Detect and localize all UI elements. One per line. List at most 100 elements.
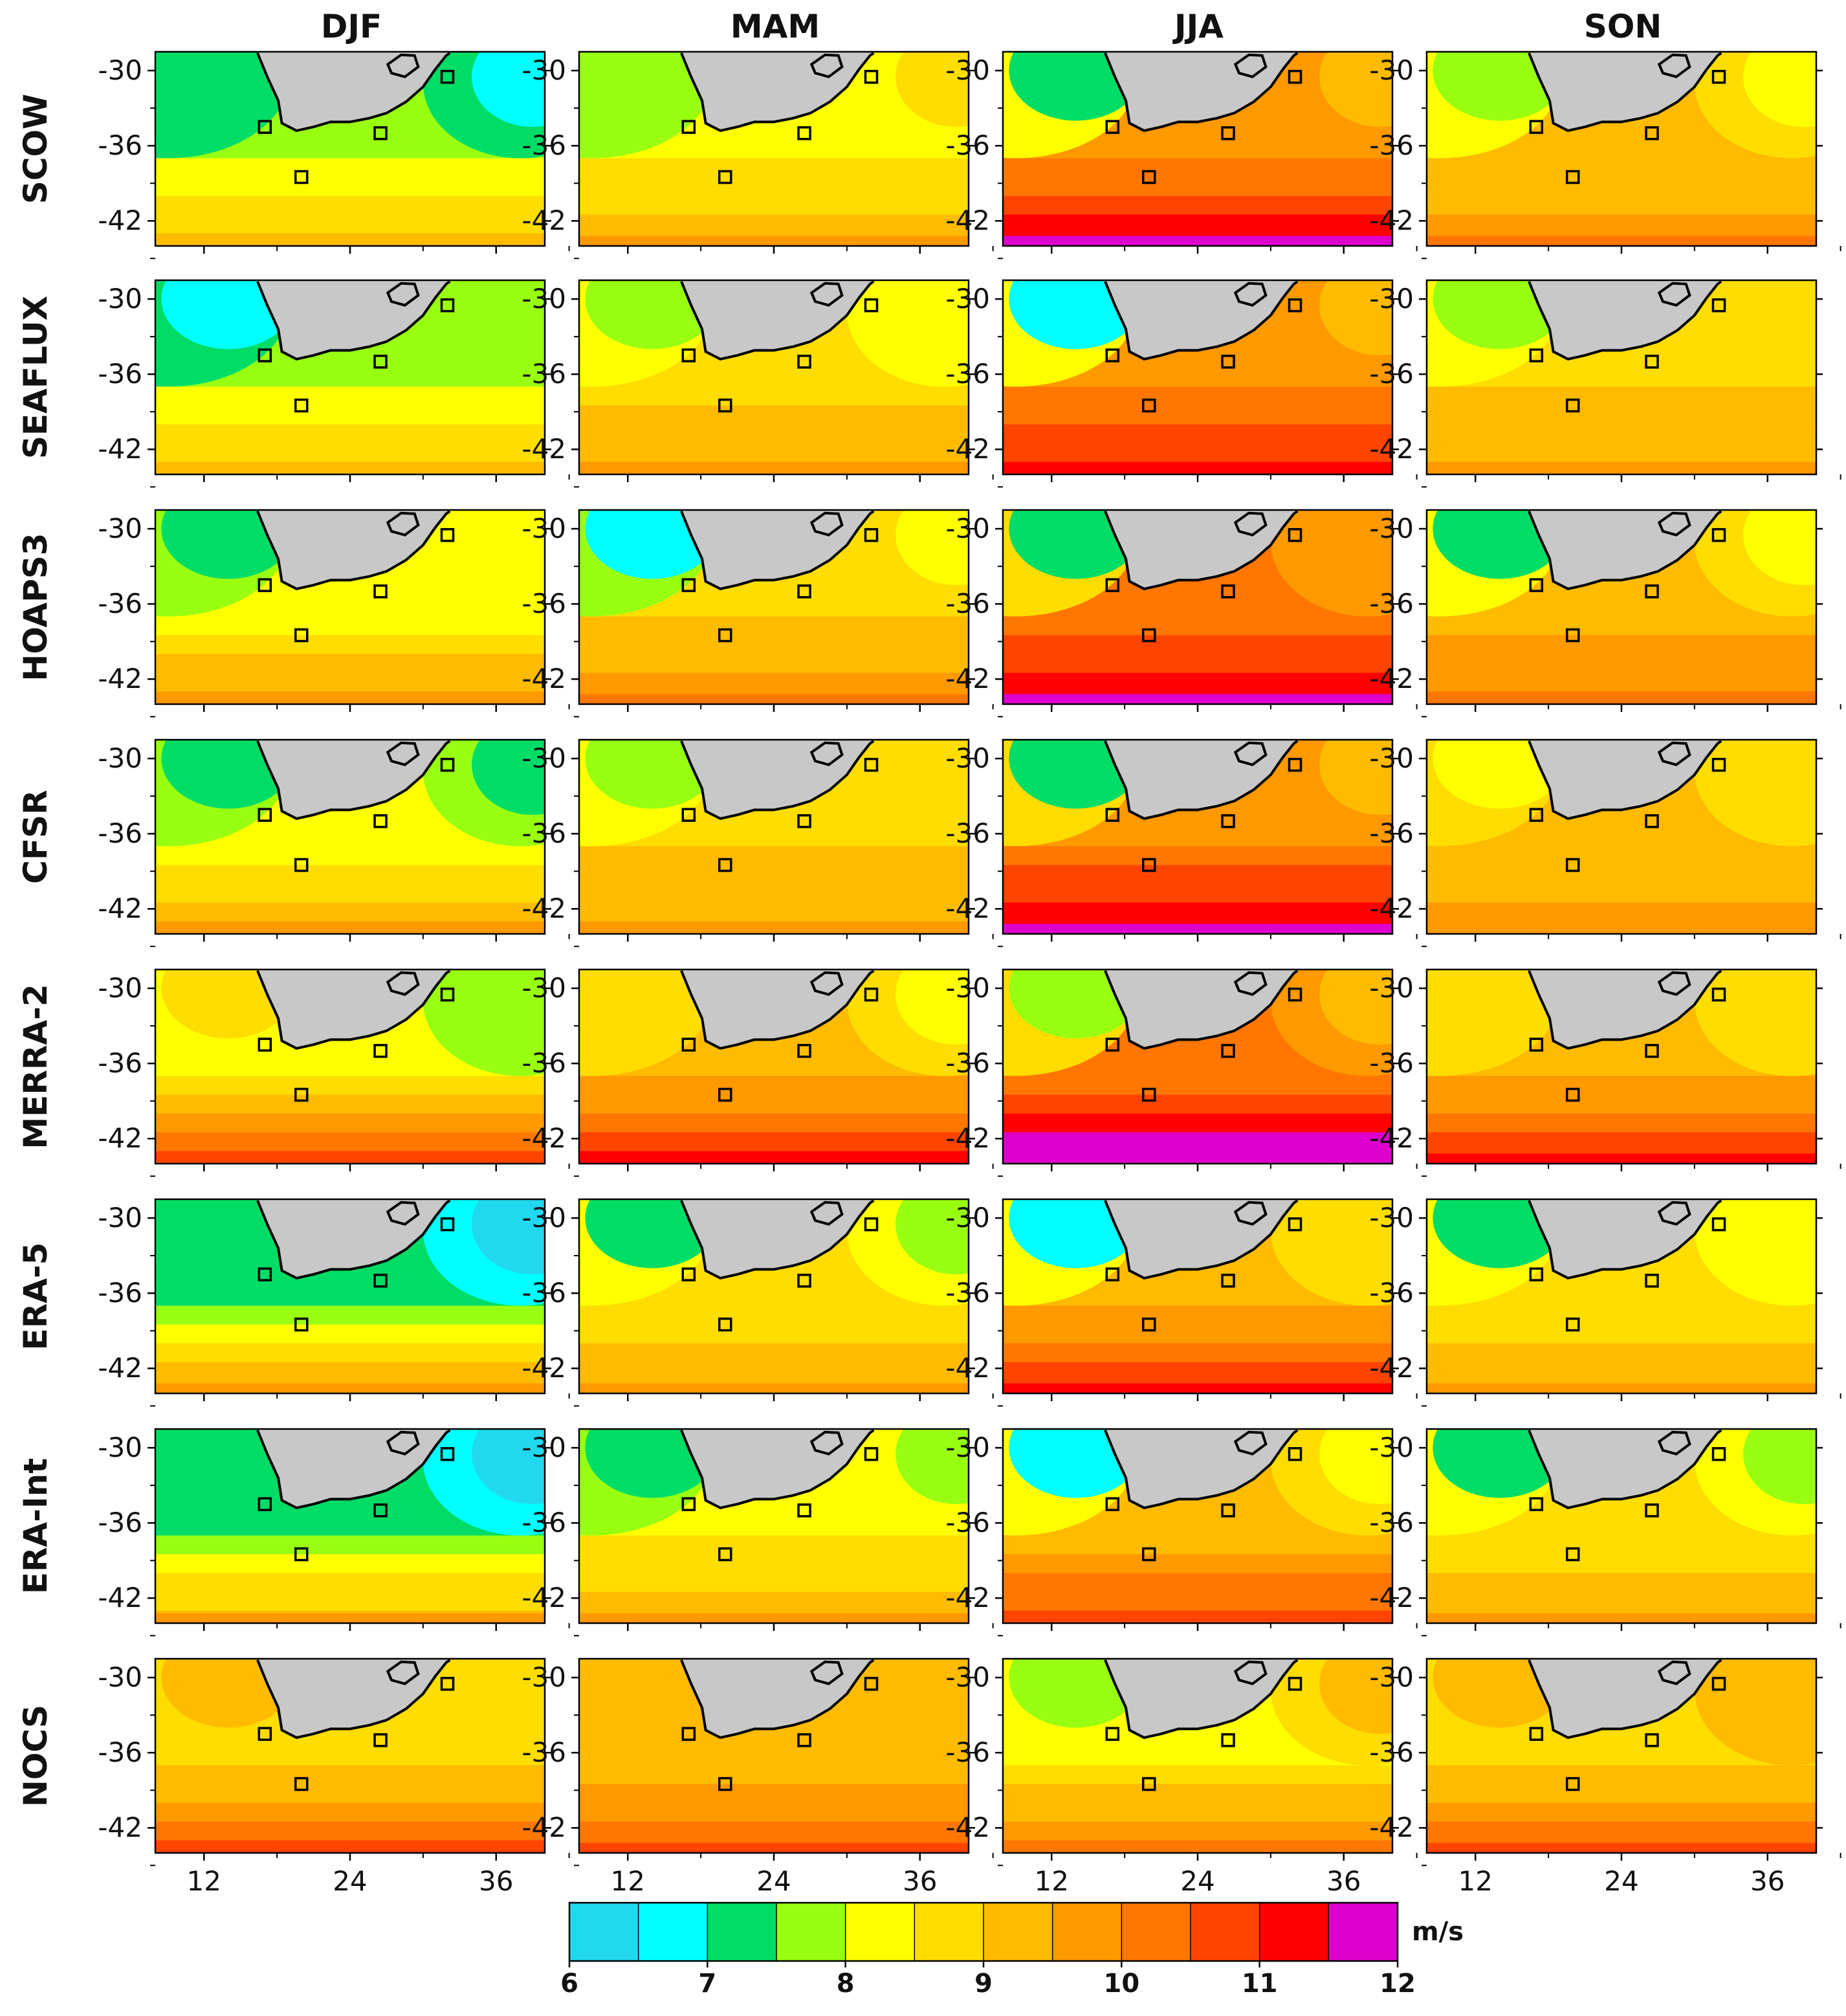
y-tick-label: -42	[1369, 1811, 1414, 1844]
y-tick-label: -36	[522, 1047, 566, 1080]
field-band-east	[1743, 52, 1816, 127]
field-band-far-south	[1003, 1383, 1392, 1393]
site-marker	[1566, 1777, 1580, 1791]
field-band-far-south	[579, 924, 969, 934]
lesotho-outline	[1657, 1201, 1691, 1226]
coastline	[256, 52, 451, 133]
site-marker	[1529, 1727, 1544, 1741]
site-marker	[258, 1497, 272, 1511]
y-tick-label: -30	[945, 1202, 990, 1234]
y-tick-label: -42	[945, 1122, 990, 1155]
y-tick-label: -36	[945, 129, 990, 162]
site-marker	[797, 1503, 811, 1518]
y-tick-label: -30	[945, 513, 990, 545]
field-band-far-south	[155, 924, 545, 934]
land-mask	[1529, 52, 1722, 131]
y-tick-label: -30	[522, 1432, 566, 1464]
land-mask	[1105, 1659, 1298, 1738]
field-band-west	[1009, 52, 1143, 121]
lesotho-outline	[1233, 1660, 1268, 1685]
panel-hoaps3-jja	[995, 509, 1418, 718]
site-marker	[1566, 1547, 1580, 1562]
y-tick-label: -30	[1369, 283, 1414, 315]
y-tick-label: -42	[98, 1352, 142, 1384]
site-marker	[1142, 1777, 1156, 1791]
field-band-far-south	[579, 464, 969, 474]
lesotho-outline	[1657, 1430, 1691, 1456]
site-marker	[1221, 1044, 1235, 1058]
panel-era-int-mam	[571, 1428, 994, 1637]
field-band-west	[1433, 1429, 1567, 1498]
site-marker	[1645, 1274, 1659, 1288]
site-marker	[1288, 527, 1302, 542]
y-tick-label: -42	[98, 1122, 142, 1155]
x-tick-label: 12	[1034, 1865, 1069, 1897]
land-mask	[1105, 969, 1298, 1048]
y-tick-label: -30	[522, 54, 566, 87]
site-marker	[1529, 348, 1544, 362]
site-marker	[1566, 628, 1580, 643]
lesotho-outline	[386, 1201, 420, 1226]
field-band-east	[1743, 740, 1816, 815]
land-mask	[1105, 510, 1298, 589]
wind-field	[1003, 1429, 1392, 1623]
dataset-label-nocs: NOCS	[17, 1705, 54, 1807]
x-tick-label: 36	[479, 1865, 514, 1897]
field-band-far-south	[579, 1613, 969, 1623]
x-tick-label: 36	[903, 1865, 938, 1897]
field-band-far-south	[579, 236, 969, 246]
site-marker	[1142, 628, 1156, 643]
lesotho-outline	[386, 1660, 420, 1685]
coastline	[1104, 1199, 1299, 1280]
y-tick-label: -30	[98, 972, 142, 1004]
field-band-east	[896, 1199, 969, 1275]
site-marker	[373, 1733, 388, 1747]
y-tick-label: -36	[1369, 129, 1414, 162]
site-marker	[1566, 1087, 1580, 1102]
lesotho-outline	[386, 53, 420, 78]
y-tick-label: -42	[1369, 205, 1414, 237]
site-marker	[1711, 298, 1726, 313]
field-band-east	[1743, 510, 1816, 586]
field-band-far-south	[1427, 694, 1816, 704]
lesotho-outline	[1233, 971, 1268, 996]
field-band-far-south	[579, 1843, 969, 1853]
season-title-mam: MAM	[730, 8, 820, 45]
y-tick-label: -36	[945, 588, 990, 620]
wind-field	[155, 1199, 545, 1393]
coastline	[680, 1429, 875, 1510]
field-band-west	[161, 52, 296, 121]
site-marker	[258, 1037, 272, 1052]
colorbar-swatch	[569, 1903, 639, 1961]
x-tick-label: 36	[1750, 1865, 1785, 1897]
y-tick-label: -30	[522, 972, 566, 1004]
y-tick-label: -42	[522, 1122, 566, 1155]
coastline	[1104, 52, 1299, 133]
field-band-far-south	[155, 1383, 545, 1393]
site-marker	[1288, 69, 1302, 84]
site-marker	[1645, 355, 1659, 369]
y-tick-label: -36	[945, 1507, 990, 1539]
site-marker	[1105, 120, 1120, 134]
site-marker	[258, 808, 272, 822]
y-tick-label: -36	[945, 817, 990, 850]
field-band-east	[1319, 969, 1392, 1045]
field-band-far-south	[1427, 1153, 1816, 1164]
site-marker	[1566, 858, 1580, 872]
wind-field	[1003, 280, 1392, 474]
site-marker	[294, 1777, 309, 1791]
site-marker	[1221, 584, 1235, 599]
y-tick-label: -36	[1369, 1507, 1414, 1539]
lesotho-outline	[809, 971, 844, 996]
site-marker	[864, 69, 879, 84]
panel-era-5-son	[1419, 1198, 1841, 1407]
y-tick-label: -36	[945, 358, 990, 390]
lesotho-outline	[1657, 741, 1691, 766]
field-band-west	[1433, 1659, 1567, 1728]
y-tick-label: -42	[945, 663, 990, 695]
site-marker	[373, 1274, 388, 1288]
panel-nocs-mam	[571, 1657, 994, 1866]
y-tick-label: -42	[98, 205, 142, 237]
x-tick-label: 12	[1458, 1865, 1493, 1897]
field-band-east	[1743, 1199, 1816, 1275]
